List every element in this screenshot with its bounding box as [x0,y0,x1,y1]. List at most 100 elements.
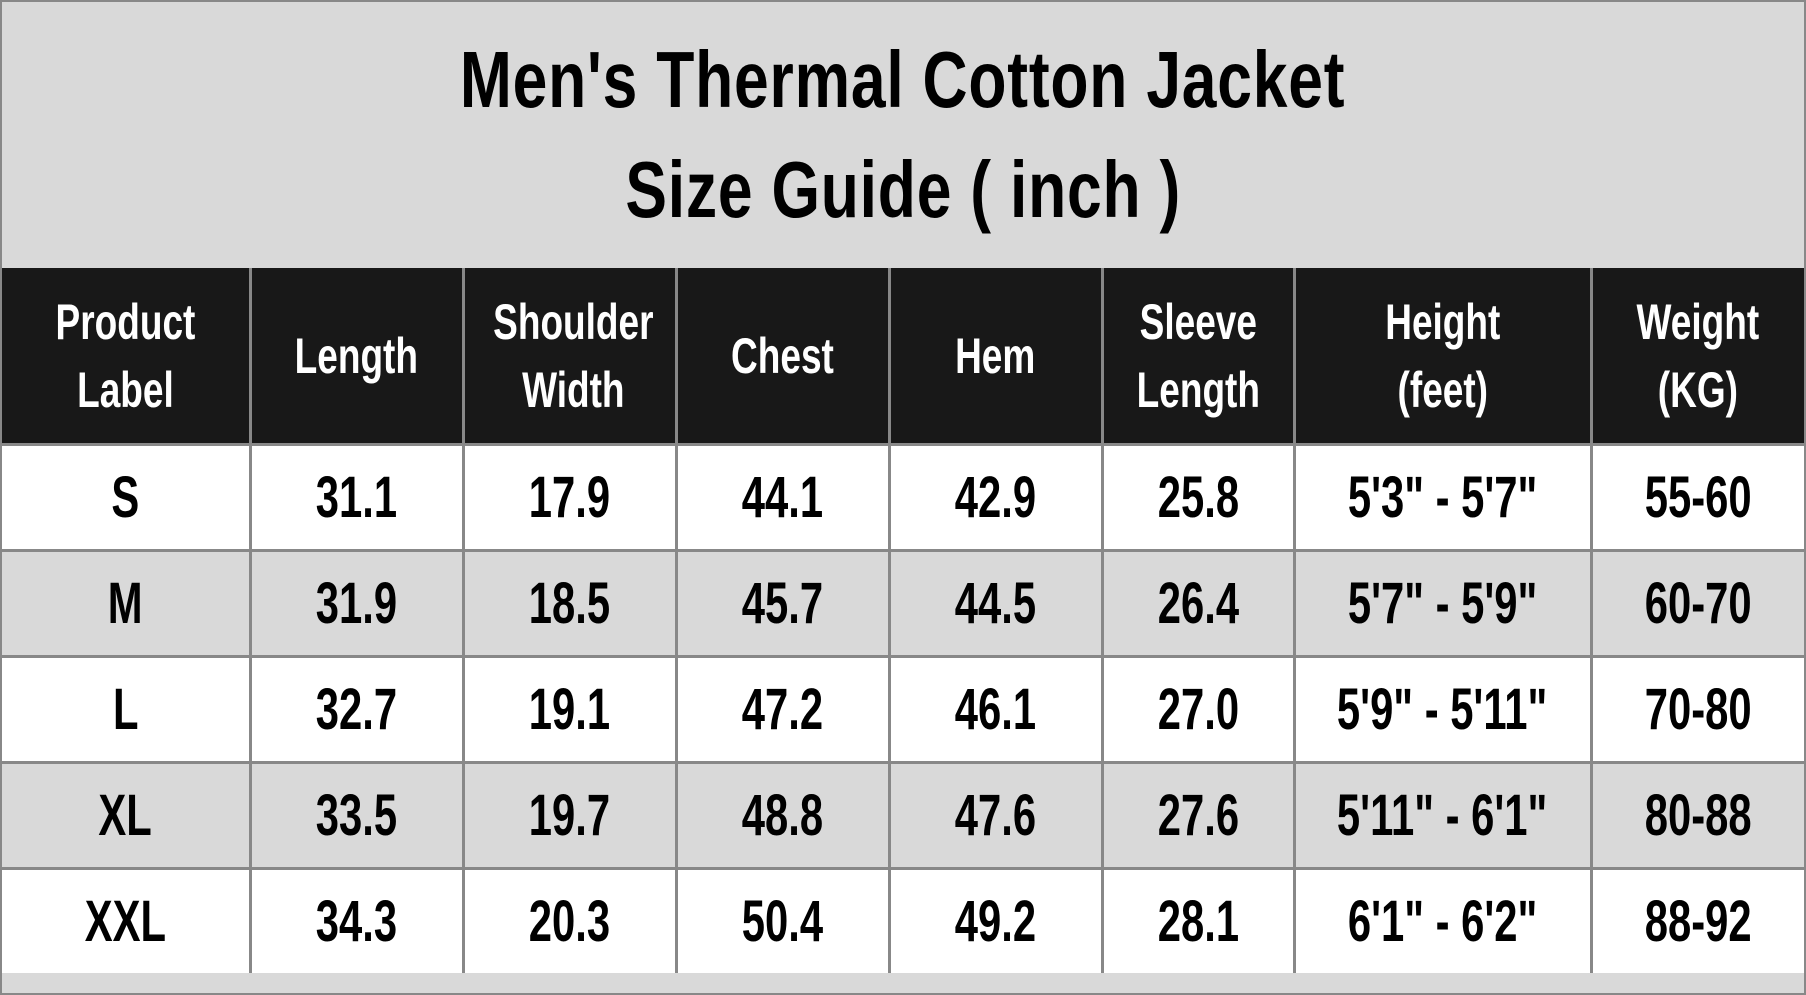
table-cell: 55-60 [1589,443,1804,552]
table-cell: 70-80 [1589,655,1804,764]
column-header: Shoulder Width [461,268,678,446]
table-cell: 49.2 [887,867,1104,973]
cell-value: 18.5 [528,571,611,636]
table-row: M 31.9 18.5 45.7 44.5 26.4 5'7" - 5'9" 60-70 [2,549,1804,658]
table-cell: 46.1 [887,655,1104,764]
table-cell: S [2,443,252,552]
table-cell: 44.1 [674,443,891,552]
header-line-2: (KG) [1658,361,1739,418]
table-cell: XXL [2,867,252,973]
cell-value: 60-70 [1644,571,1752,636]
cell-value: 19.1 [528,677,611,742]
cell-value: 34.3 [315,889,398,954]
table-cell: 32.7 [248,655,465,764]
header-line-1: Height [1384,293,1501,350]
column-header: Sleeve Length [1100,268,1296,446]
header-line-1: Weight [1636,293,1760,350]
cell-value: 48.8 [741,783,824,848]
cell-value: 46.1 [954,677,1037,742]
column-header-text: Sleeve Length [1136,288,1259,424]
table-cell: 25.8 [1100,443,1296,552]
table-row: S 31.1 17.9 44.1 42.9 25.8 5'3" - 5'7" 55-60 [2,443,1804,552]
cell-value: 55-60 [1644,465,1752,530]
table-cell: 31.1 [248,443,465,552]
cell-value: 44.5 [954,571,1037,636]
column-header-text: Length [295,322,418,390]
cell-value: 47.2 [741,677,824,742]
column-header-text: Hem [955,322,1035,390]
cell-value: 32.7 [315,677,398,742]
table-cell: 33.5 [248,761,465,870]
table-cell: 42.9 [887,443,1104,552]
cell-value: 19.7 [528,783,611,848]
column-header: Length [248,268,465,446]
cell-value: S [111,465,140,530]
table-cell: 17.9 [461,443,678,552]
table-cell: 19.1 [461,655,678,764]
table-cell: 34.3 [248,867,465,973]
cell-value: L [112,677,139,742]
cell-value: 5'3" - 5'7" [1347,465,1538,530]
cell-value: 33.5 [315,783,398,848]
cell-value: XL [98,783,152,848]
column-header-text: Weight (KG) [1637,288,1760,424]
table-cell: 47.2 [674,655,891,764]
cell-value: 17.9 [528,465,611,530]
cell-value: 31.9 [315,571,398,636]
table-row: XXL 34.3 20.3 50.4 49.2 28.1 6'1" - 6'2" 88-92 [2,867,1804,973]
cell-value: 28.1 [1157,889,1239,954]
column-header-text: Height (feet) [1385,288,1500,424]
header-line-2: Length [1136,361,1260,418]
cell-value: 80-88 [1644,783,1752,848]
table-cell: 5'9" - 5'11" [1292,655,1593,764]
cell-value: 44.1 [741,465,824,530]
cell-value: 6'1" - 6'2" [1347,889,1538,954]
column-header-text: Product Label [55,288,195,424]
table-cell: 27.0 [1100,655,1296,764]
header-line-1: Hem [955,327,1036,384]
column-header: Weight (KG) [1589,268,1804,446]
header-line-2: (feet) [1397,361,1488,418]
column-header-text: Chest [731,322,834,390]
cell-value: 88-92 [1644,889,1752,954]
cell-value: XXL [84,889,166,954]
table-cell: 20.3 [461,867,678,973]
table-cell: 5'7" - 5'9" [1292,549,1593,658]
table-cell: 44.5 [887,549,1104,658]
cell-value: 31.1 [315,465,398,530]
table-cell: M [2,549,252,658]
cell-value: 50.4 [741,889,824,954]
table-row: L 32.7 19.1 47.2 46.1 27.0 5'9" - 5'11" 70-80 [2,655,1804,764]
table-cell: 6'1" - 6'2" [1292,867,1593,973]
size-table: Product Label Length Shoulder Width Chest Hem S… [2,268,1804,973]
column-header: Product Label [2,268,252,446]
cell-value: 26.4 [1157,571,1239,636]
cell-value: 45.7 [741,571,824,636]
title-line-1: Men's Thermal Cotton Jacket [460,35,1346,124]
cell-value: 27.6 [1157,783,1239,848]
column-header-text: Shoulder Width [493,288,653,424]
column-header: Height (feet) [1292,268,1593,446]
column-header: Hem [887,268,1104,446]
table-cell: 27.6 [1100,761,1296,870]
header-line-1: Product [55,293,196,350]
cell-value: M [107,571,143,636]
table-cell: 80-88 [1589,761,1804,870]
table-cell: 50.4 [674,867,891,973]
title-block: Men's Thermal Cotton Jacket Size Guide (… [2,2,1804,268]
table-cell: L [2,655,252,764]
cell-value: 5'11" - 6'1" [1337,783,1548,848]
table-cell: 5'11" - 6'1" [1292,761,1593,870]
cell-value: 49.2 [954,889,1037,954]
header-line-1: Chest [731,327,834,384]
table-cell: 60-70 [1589,549,1804,658]
cell-value: 27.0 [1157,677,1239,742]
table-row: XL 33.5 19.7 48.8 47.6 27.6 5'11" - 6'1" 80-88 [2,761,1804,870]
table-cell: 26.4 [1100,549,1296,658]
column-header: Chest [674,268,891,446]
cell-value: 47.6 [954,783,1037,848]
title-line-2: Size Guide ( inch ) [625,145,1181,234]
table-cell: 48.8 [674,761,891,870]
header-line-1: Sleeve [1139,293,1257,350]
